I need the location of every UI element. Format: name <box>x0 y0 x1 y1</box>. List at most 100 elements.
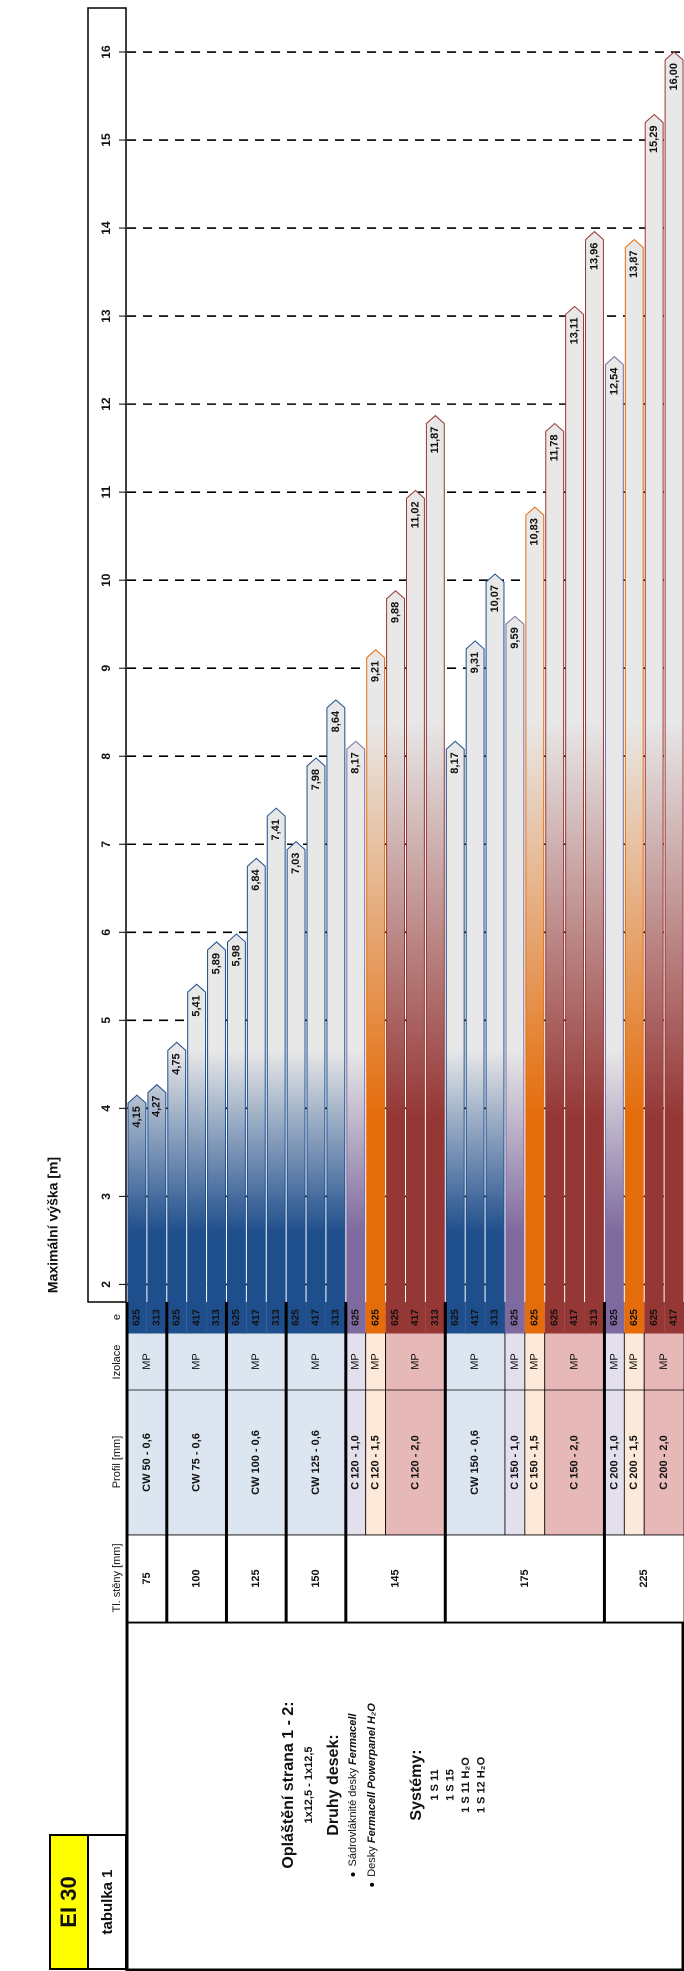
e-label: 417 <box>410 1309 421 1326</box>
insulation-label: MP <box>529 1353 541 1370</box>
value-label: 7,41 <box>270 819 282 840</box>
y-tick-label: 3 <box>99 1193 113 1200</box>
profile-label: CW 75 - 0,6 <box>191 1433 203 1492</box>
bar <box>525 506 545 1334</box>
bar <box>226 933 246 1334</box>
value-label: 13,96 <box>588 243 600 271</box>
e-label: 417 <box>251 1309 262 1326</box>
board-prefix: Sádrovláknité desky <box>347 1768 359 1867</box>
thickness-label: 100 <box>191 1569 203 1587</box>
header-e: e <box>111 1314 123 1320</box>
system-item: 1 S 15 <box>444 1769 456 1801</box>
e-cell <box>186 1302 207 1333</box>
y-tick-label: 4 <box>99 1105 113 1112</box>
board-item: Desky Fermacell Powerpanel H₂O <box>366 1703 378 1877</box>
value-label: 4,27 <box>151 1096 163 1117</box>
e-label: 417 <box>470 1309 481 1326</box>
insulation-label: MP <box>370 1353 382 1370</box>
value-label: 4,75 <box>171 1053 183 1074</box>
e-cell <box>345 1302 366 1333</box>
y-tick-label: 12 <box>99 397 113 411</box>
value-label: 9,21 <box>370 661 382 682</box>
value-label: 11,02 <box>409 501 421 528</box>
value-label: 9,88 <box>389 602 401 623</box>
e-cell <box>385 1302 406 1333</box>
e-cell <box>226 1302 247 1333</box>
thickness-label: 175 <box>519 1569 531 1587</box>
e-cell <box>485 1302 505 1333</box>
value-label: 5,41 <box>191 995 203 1016</box>
e-cell <box>664 1302 684 1333</box>
profile-label: CW 50 - 0,6 <box>141 1433 153 1492</box>
e-label: 625 <box>171 1309 182 1326</box>
insulation-label: MP <box>191 1353 203 1370</box>
y-tick-label: 5 <box>99 1017 113 1024</box>
bar <box>445 740 465 1334</box>
e-cell <box>266 1302 287 1333</box>
board-item: Sádrovláknité desky Fermacell <box>347 1713 359 1867</box>
e-label: 625 <box>549 1309 560 1326</box>
bar <box>604 355 624 1334</box>
profile-cell <box>166 1332 227 1536</box>
bar <box>366 649 386 1334</box>
profile-label: C 200 - 1,5 <box>628 1435 640 1489</box>
e-cell <box>644 1302 665 1333</box>
e-label: 625 <box>350 1309 361 1326</box>
e-cell <box>465 1302 486 1333</box>
e-label: 313 <box>589 1309 600 1326</box>
profile-label: C 150 - 2,0 <box>568 1435 580 1489</box>
y-tick-label: 7 <box>99 841 113 848</box>
e-label: 625 <box>291 1309 302 1326</box>
profile-cell <box>385 1332 446 1536</box>
e-cell <box>524 1302 545 1333</box>
e-label: 313 <box>211 1309 222 1326</box>
insulation-label: MP <box>310 1353 322 1370</box>
e-label: 313 <box>490 1309 501 1326</box>
e-label: 313 <box>331 1309 342 1326</box>
profile-label: C 120 - 2,0 <box>409 1435 421 1489</box>
bar <box>286 840 306 1334</box>
bar <box>207 941 226 1334</box>
e-cell <box>445 1302 466 1333</box>
y-tick-label: 6 <box>99 929 113 936</box>
e-cell <box>127 1302 147 1333</box>
bar <box>624 238 644 1334</box>
bar <box>246 857 266 1334</box>
profile-label: C 150 - 1,5 <box>529 1435 541 1489</box>
e-cell <box>564 1302 585 1333</box>
thickness-cell <box>285 1534 347 1623</box>
subtitle: tabulka 1 <box>99 1869 116 1934</box>
e-label: 625 <box>649 1309 660 1326</box>
e-cell <box>166 1302 187 1333</box>
value-label: 7,03 <box>290 853 302 874</box>
bar <box>545 422 565 1334</box>
y-tick-label: 11 <box>99 485 113 498</box>
bar <box>664 51 684 1334</box>
board-brand: Fermacell <box>347 1713 359 1765</box>
bar <box>127 1094 147 1334</box>
profile-cell <box>444 1332 506 1536</box>
value-label: 12,54 <box>608 367 620 395</box>
bar <box>167 1041 187 1334</box>
value-label: 7,98 <box>310 769 322 790</box>
insulation-label: MP <box>250 1353 262 1370</box>
profile-label: C 120 - 1,0 <box>350 1435 362 1489</box>
value-label: 16,00 <box>668 63 680 91</box>
value-label: 10,07 <box>489 585 501 613</box>
bar <box>147 1083 167 1334</box>
y-tick-label: 10 <box>99 573 113 587</box>
thickness-cell <box>345 1534 446 1623</box>
axis-box <box>87 7 127 1303</box>
y-tick-label: 8 <box>99 753 113 760</box>
bar <box>565 305 585 1334</box>
e-cell <box>504 1302 525 1333</box>
y-tick-label: 9 <box>99 665 113 672</box>
bar <box>386 590 405 1334</box>
e-label: 313 <box>430 1309 441 1326</box>
title-box <box>49 1834 89 1970</box>
system-item: 1 S 12 H₂O <box>475 1756 487 1813</box>
insulation-label: MP <box>350 1353 362 1370</box>
bar <box>644 113 664 1334</box>
system-item: 1 S 11 H₂O <box>460 1757 472 1813</box>
